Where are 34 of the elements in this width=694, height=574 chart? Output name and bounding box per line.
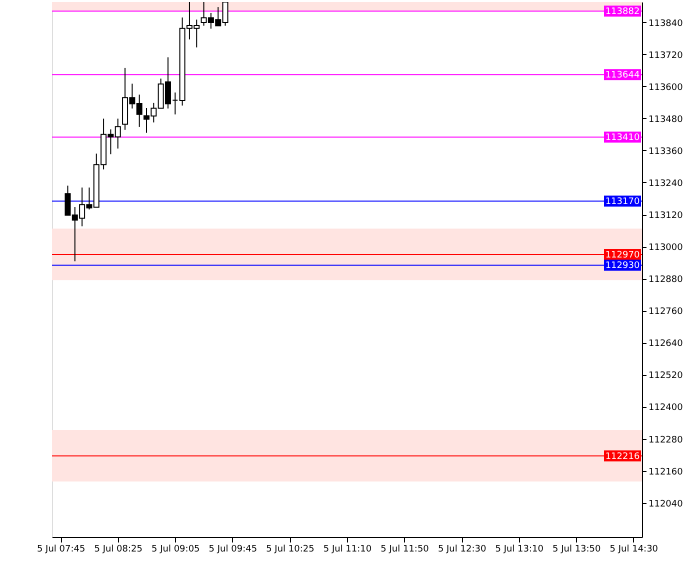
y-tick-label: 112400 <box>648 403 684 414</box>
y-tick-label: 112160 <box>648 467 684 478</box>
ref-line-label: 112216 <box>605 452 640 462</box>
y-tick-label: 112520 <box>648 371 684 382</box>
x-tick-label: 5 Jul 13:50 <box>552 544 602 554</box>
ref-line-label: 112930 <box>605 261 640 272</box>
y-tick-label: 112280 <box>648 435 684 446</box>
x-tick-label: 5 Jul 13:10 <box>495 544 544 554</box>
y-tick-label: 112040 <box>648 499 684 510</box>
y-tick-label: 113600 <box>648 82 684 93</box>
x-tick-label: 5 Jul 14:30 <box>610 544 658 554</box>
x-tick-label: 5 Jul 11:10 <box>323 544 372 554</box>
y-tick-label: 112640 <box>648 339 684 350</box>
y-tick-label: 112880 <box>648 275 684 286</box>
y-tick-label: 113240 <box>648 178 684 189</box>
x-tick-label: 5 Jul 07:45 <box>36 544 86 554</box>
y-tick-label: 112760 <box>648 307 684 318</box>
x-tick-label: 5 Jul 10:25 <box>266 544 314 554</box>
y-tick-label: 113480 <box>648 114 684 125</box>
ref-line-label: 113882 <box>605 7 640 18</box>
x-tick-label: 5 Jul 08:25 <box>94 544 142 554</box>
ref-line-label: 113644 <box>605 70 640 81</box>
y-tick-label: 113840 <box>648 18 684 29</box>
ref-line-label: 113410 <box>605 133 640 144</box>
x-tick-label: 5 Jul 09:45 <box>208 544 258 554</box>
ref-line-label: 112970 <box>605 250 640 261</box>
y-tick-label: 113120 <box>648 211 684 222</box>
x-tick-label: 5 Jul 11:50 <box>380 544 430 554</box>
y-tick-label: 113720 <box>648 50 684 61</box>
y-tick-label: 113360 <box>648 146 684 157</box>
x-tick-label: 5 Jul 12:30 <box>438 544 486 554</box>
x-tick-label: 5 Jul 09:05 <box>152 544 200 554</box>
y-tick-label: 113000 <box>648 243 684 254</box>
ref-line-label: 113170 <box>605 197 640 208</box>
